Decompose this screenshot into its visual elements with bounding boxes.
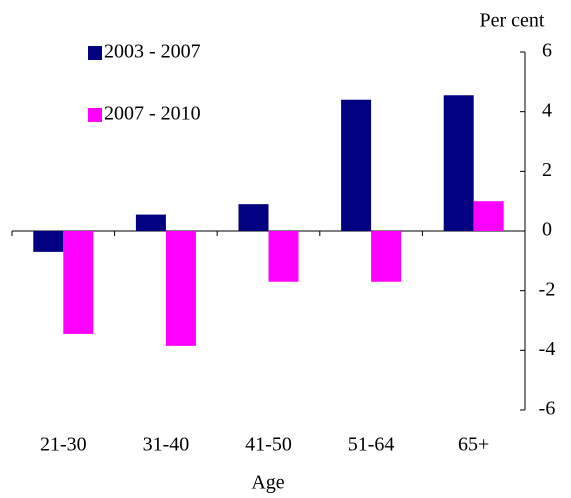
y-tick-label: -6 [539, 398, 556, 420]
bar [371, 231, 402, 282]
legend-swatch [88, 46, 102, 60]
y-tick-label: -4 [539, 338, 556, 360]
bar [268, 231, 299, 282]
x-tick-label: 41-50 [245, 434, 292, 456]
bar [341, 99, 372, 231]
bar [165, 231, 196, 346]
bar [135, 214, 166, 231]
legend-label: 2007 - 2010 [104, 103, 201, 125]
x-tick-label: 21-30 [40, 434, 87, 456]
y-tick-label: 4 [542, 99, 552, 121]
bar [238, 204, 269, 231]
y-tick-label: 0 [542, 219, 552, 241]
legend-swatch [88, 108, 102, 122]
x-tick-label: 31-40 [143, 434, 190, 456]
y-axis-label: Per cent [480, 10, 545, 32]
x-axis-label: Age [251, 472, 284, 494]
bar [473, 201, 504, 231]
y-tick-label: -2 [539, 278, 556, 300]
y-tick-label: 6 [542, 40, 552, 62]
bar [443, 95, 474, 231]
bar [33, 231, 64, 252]
y-tick-label: 2 [542, 159, 552, 181]
bar [63, 231, 94, 334]
legend-label: 2003 - 2007 [104, 41, 201, 63]
x-tick-label: 51-64 [348, 434, 395, 456]
x-tick-label: 65+ [458, 434, 489, 456]
